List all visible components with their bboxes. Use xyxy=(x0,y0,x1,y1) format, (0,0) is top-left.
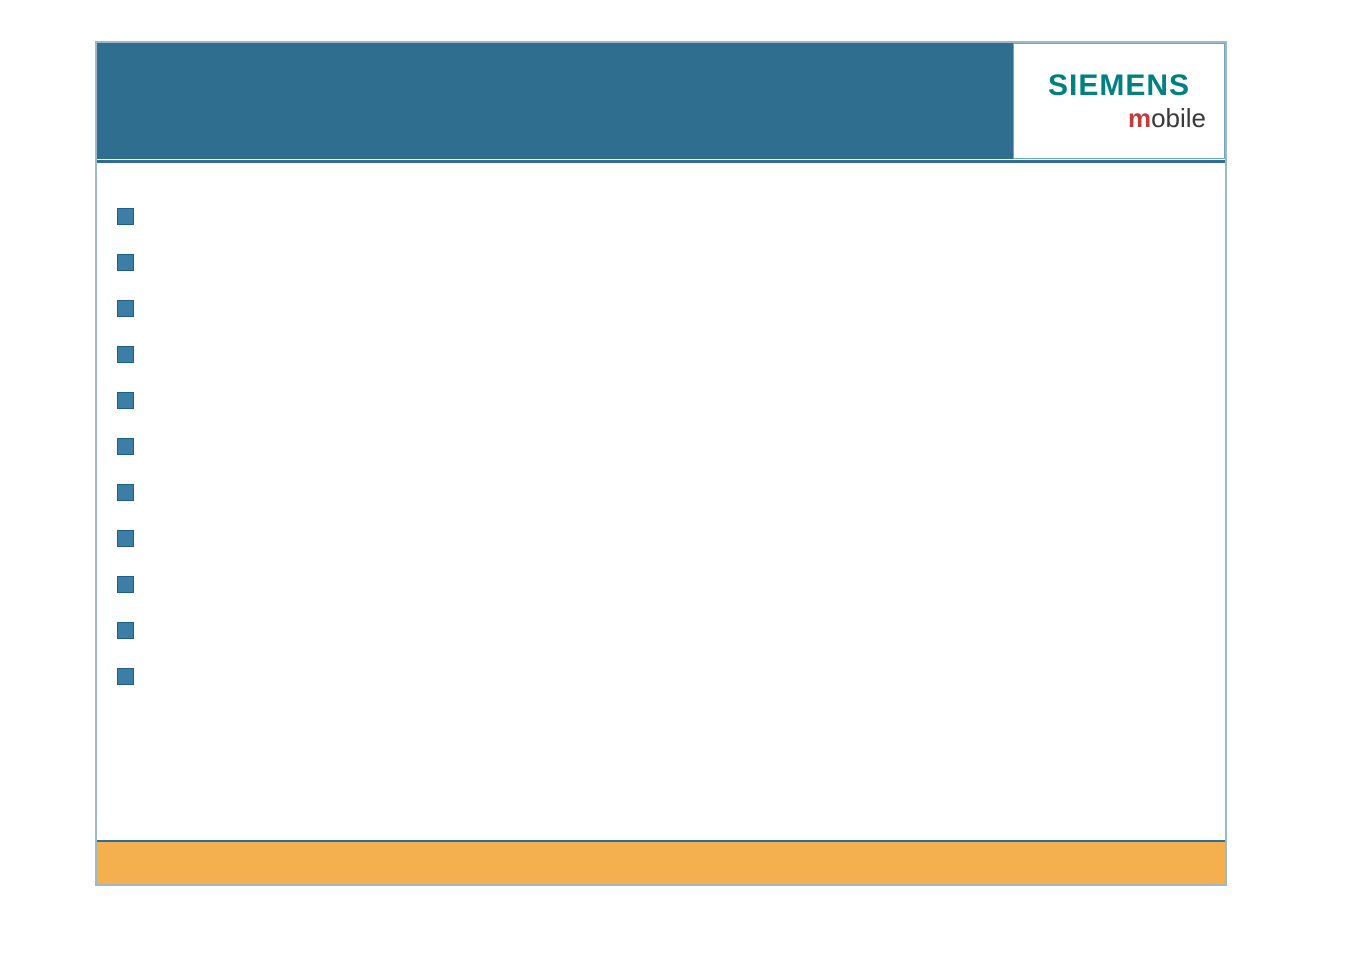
bullet-square xyxy=(117,622,134,639)
bullet-square xyxy=(117,346,134,363)
bullet-square xyxy=(117,438,134,455)
bullet-square xyxy=(117,668,134,685)
bullet-square xyxy=(117,392,134,409)
slide-canvas: SIEMENS mobile xyxy=(0,0,1351,954)
bullet-square xyxy=(117,254,134,271)
bullet-square xyxy=(117,208,134,225)
bullet-square xyxy=(117,530,134,547)
bullet-square xyxy=(117,576,134,593)
bullet-list xyxy=(0,0,1351,954)
bullet-square xyxy=(117,300,134,317)
footer-bar xyxy=(97,842,1225,884)
bullet-square xyxy=(117,484,134,501)
